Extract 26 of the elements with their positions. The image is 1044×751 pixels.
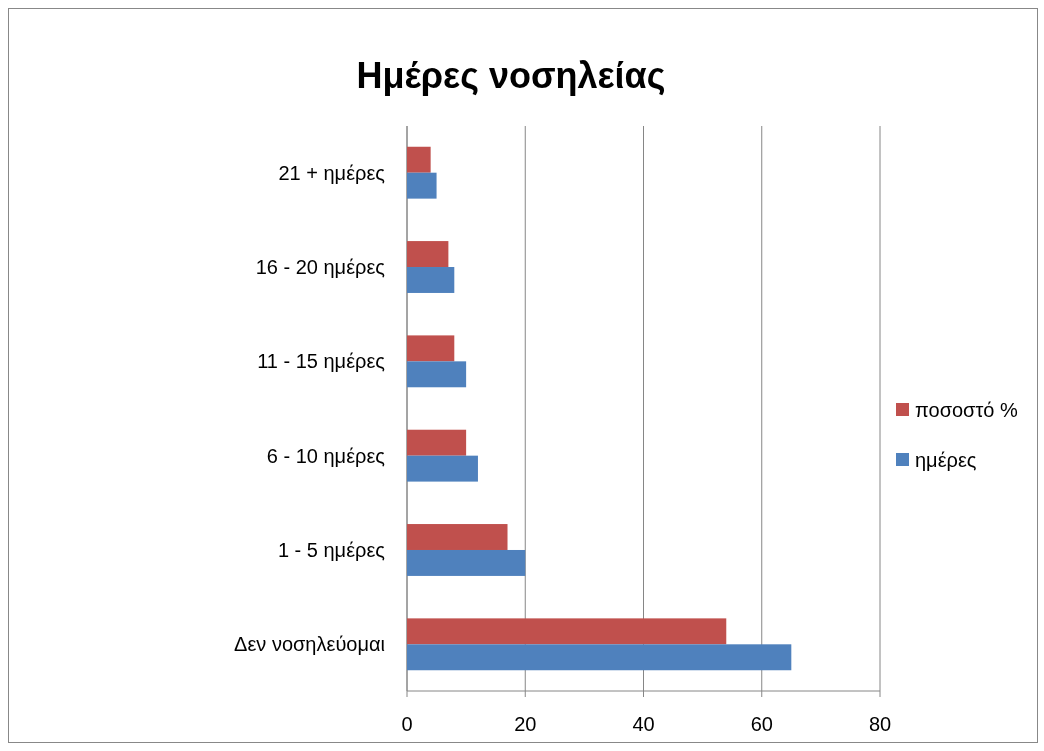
bar	[407, 429, 467, 456]
bar	[407, 146, 431, 173]
bar	[407, 455, 478, 482]
y-tick-label: 11 - 15 ημέρες	[257, 350, 386, 373]
bar	[407, 524, 508, 550]
bar	[407, 549, 526, 576]
bar	[407, 618, 727, 645]
chart-title: Ημέρες νοσηλείας	[356, 55, 666, 96]
x-tick-label: 60	[750, 713, 773, 735]
x-tick-label: 80	[868, 713, 892, 735]
bar	[407, 335, 455, 362]
bar	[407, 267, 455, 293]
x-tick-label: 40	[632, 713, 655, 735]
y-tick-label: 6 - 10 ημέρες	[266, 444, 386, 467]
x-tick-label: 20	[514, 713, 537, 735]
bar	[407, 241, 449, 268]
bar	[407, 361, 467, 388]
y-tick-label: 1 - 5 ημέρες	[277, 538, 386, 561]
y-tick-label: 21 + ημέρες	[278, 161, 386, 184]
legend-label: ποσοστό %	[915, 399, 1019, 421]
y-tick-label: Δεν νοσηλεύομαι	[234, 633, 385, 656]
legend-label: ημέρες	[915, 449, 977, 471]
y-tick-label: 16 - 20 ημέρες	[255, 256, 386, 279]
x-tick-label: 0	[401, 713, 413, 735]
bar	[407, 644, 792, 671]
bar	[407, 172, 437, 199]
